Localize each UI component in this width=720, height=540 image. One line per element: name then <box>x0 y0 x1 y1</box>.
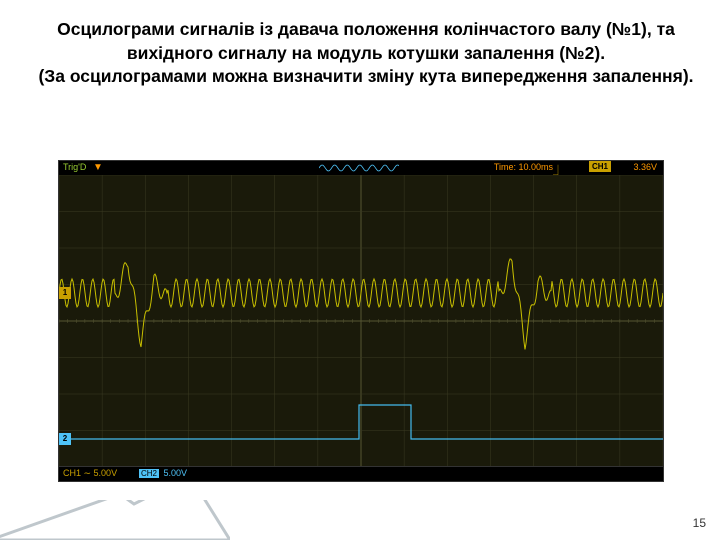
trigger-level-label: 3.36V <box>633 162 657 172</box>
title-line-1: Осцилограми сигналів із давача положення… <box>30 18 702 65</box>
ch2-ground-marker: 2 <box>59 433 71 445</box>
ch2-scale-label: CH2 5.00V <box>139 468 187 478</box>
title-line-2: (За осцилограмами можна визначити зміну … <box>30 65 702 89</box>
ch1-scale-label: CH1 ∼ 5.00V <box>63 468 117 479</box>
ch1-badge: CH1 <box>589 161 611 172</box>
page-number: 15 <box>693 516 706 530</box>
scope-bottombar: CH1 ∼ 5.00V CH2 5.00V <box>59 466 663 481</box>
ch1-ground-marker: 1 <box>59 287 71 299</box>
timebase-label: Time: 10.00ms <box>494 162 553 172</box>
ch2-badge: CH2 <box>139 469 159 478</box>
scope-screen: 1 2 <box>59 175 663 467</box>
scope-topbar: Trig'D ▼ Time: 10.00ms ⏌ CH1 3.36V <box>59 161 663 176</box>
ch2-scale-value: 5.00V <box>164 468 188 478</box>
oscilloscope: Trig'D ▼ Time: 10.00ms ⏌ CH1 3.36V 1 2 C… <box>58 160 664 482</box>
mini-waveform-icon <box>319 163 399 173</box>
scope-waveforms <box>59 175 663 467</box>
trigger-status-label: Trig'D <box>63 162 86 172</box>
slide-title: Осцилограми сигналів із давача положення… <box>30 18 702 89</box>
slide-decor <box>0 500 230 540</box>
trigger-arrow-icon: ▼ <box>93 162 103 173</box>
